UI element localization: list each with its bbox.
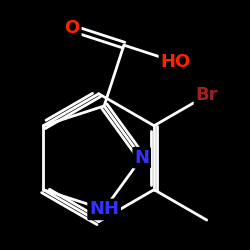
Text: NH: NH bbox=[89, 200, 119, 218]
Text: O: O bbox=[64, 19, 80, 37]
Text: N: N bbox=[134, 149, 149, 167]
Text: HO: HO bbox=[160, 53, 191, 71]
Text: Br: Br bbox=[196, 86, 218, 104]
